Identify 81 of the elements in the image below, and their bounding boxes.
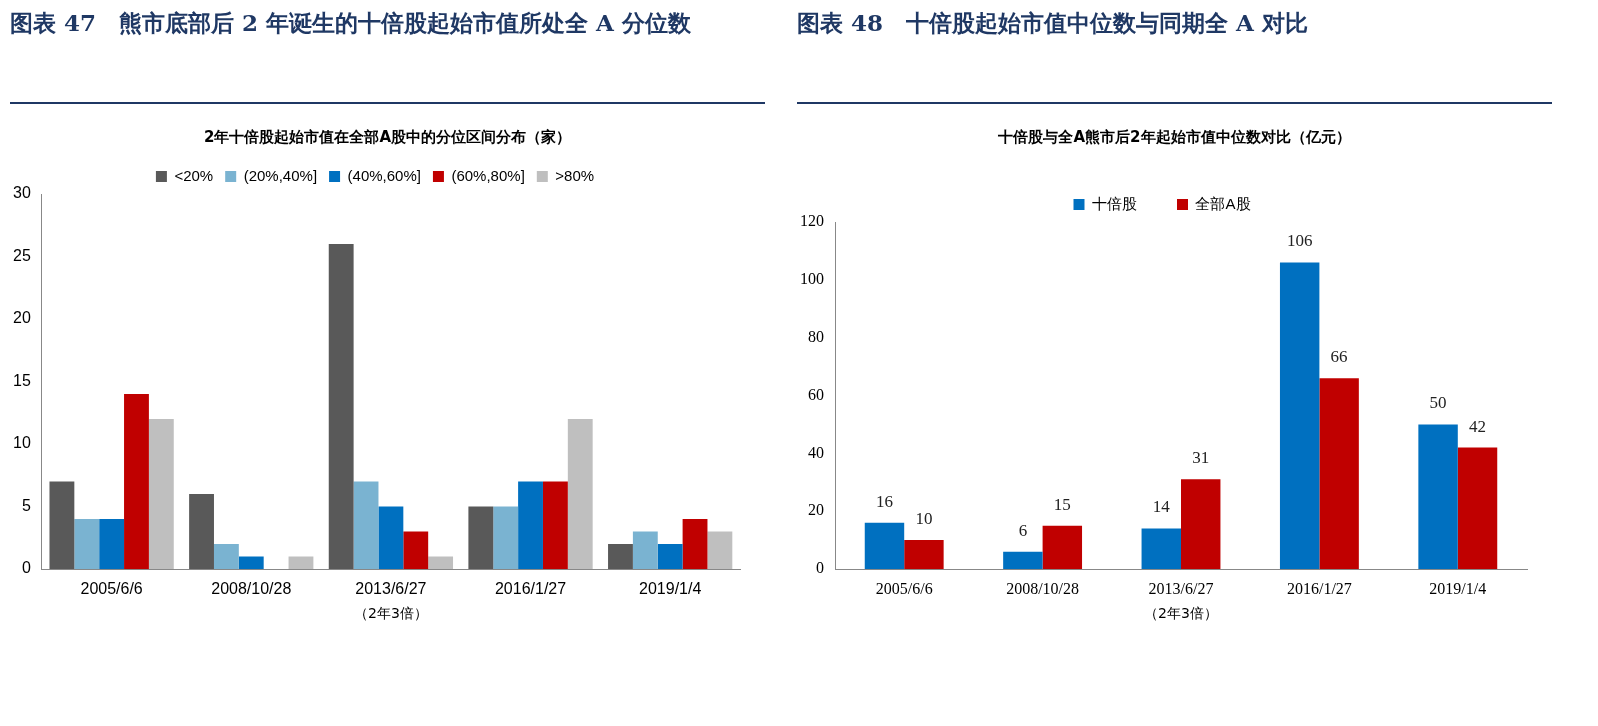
legend-label: (40%,60%] [347,166,421,184]
bar [148,419,174,569]
chart-subtitle: 2年十倍股起始市值在全部A股中的分位区间分布（家） [202,128,572,147]
bar [288,556,314,569]
bar [468,506,494,569]
data-label: 14 [1152,497,1171,517]
y-tick-label: 30 [13,184,31,202]
x-tick-label: 2013/6/27 [355,580,427,598]
y-tick-label: 100 [800,270,824,288]
data-label: 66 [1330,347,1348,367]
y-tick-label: 80 [808,327,824,345]
data-label: 6 [1018,520,1028,540]
bar [682,519,708,569]
legend-label: 全部A股 [1195,194,1251,212]
x-tick-label: 2016/1/27 [494,580,567,598]
bar [1003,551,1043,569]
data-label: 10 [915,509,933,529]
data-label: 42 [1469,416,1487,436]
bar [99,519,125,569]
x-tick-label: 2005/6/6 [875,579,933,597]
bar [378,506,404,569]
legend-label: 十倍股 [1092,194,1137,212]
bar [707,531,733,569]
x-tick-label: 2019/1/4 [639,580,702,598]
bar [657,544,683,569]
y-tick-label: 10 [13,434,31,452]
bar [608,544,633,569]
bar [124,394,149,569]
bar [1418,424,1458,569]
bar [74,519,100,569]
y-tick-label: 15 [13,371,31,389]
bar [1457,447,1498,569]
bar [189,494,214,569]
x-axis-title: （2年3倍） [1144,605,1218,622]
x-tick-label: 2008/10/28 [1006,579,1080,597]
x-tick-label: 2008/10/28 [211,580,292,598]
bar [238,556,264,569]
legend-label: <20% [174,166,214,184]
bar [1141,528,1181,569]
bar [353,481,379,569]
bar [542,481,568,569]
bar [403,531,429,569]
bar [428,556,454,569]
data-label: 15 [1053,494,1071,514]
legend-label: (60%,80%] [451,166,525,184]
x-axis-title: （2年3倍） [353,605,428,622]
x-tick-label: 2005/6/6 [80,580,143,598]
data-label: 106 [1286,231,1313,251]
y-tick-label: 60 [808,385,824,403]
legend-label: >80% [555,166,595,184]
y-tick-label: 5 [21,496,31,514]
y-tick-label: 20 [13,309,31,327]
y-tick-label: 20 [808,501,824,519]
bar [632,531,658,569]
y-tick-label: 0 [21,559,31,577]
bar [1042,525,1083,569]
y-tick-label: 120 [800,212,824,230]
bar [493,506,519,569]
bar [567,419,593,569]
bar [213,544,239,569]
legend-label: (20%,40%] [243,166,318,184]
chart-title: 图表 47 熊市底部后 2 年诞生的十倍股起始市值所处全 A 分位数 [10,6,765,104]
bar [864,522,905,569]
bar [49,481,75,569]
data-label: 31 [1192,448,1210,468]
data-label: 16 [875,491,893,511]
bar [904,540,944,569]
bar [1279,262,1320,569]
x-tick-label: 2013/6/27 [1148,579,1214,597]
data-label: 50 [1429,393,1447,413]
bar [1319,378,1359,569]
x-tick-label: 2016/1/27 [1286,579,1352,597]
chart-subtitle: 十倍股与全A熊市后2年起始市值中位数对比（亿元） [997,128,1352,147]
bar [328,244,354,569]
y-tick-label: 25 [13,246,31,264]
chart-title: 图表 48 十倍股起始市值中位数与同期全 A 对比 [797,6,1552,104]
y-tick-label: 40 [808,443,824,461]
bar [518,481,543,569]
y-tick-label: 0 [816,559,824,577]
bar [1181,479,1221,569]
x-tick-label: 2019/1/4 [1429,579,1487,597]
